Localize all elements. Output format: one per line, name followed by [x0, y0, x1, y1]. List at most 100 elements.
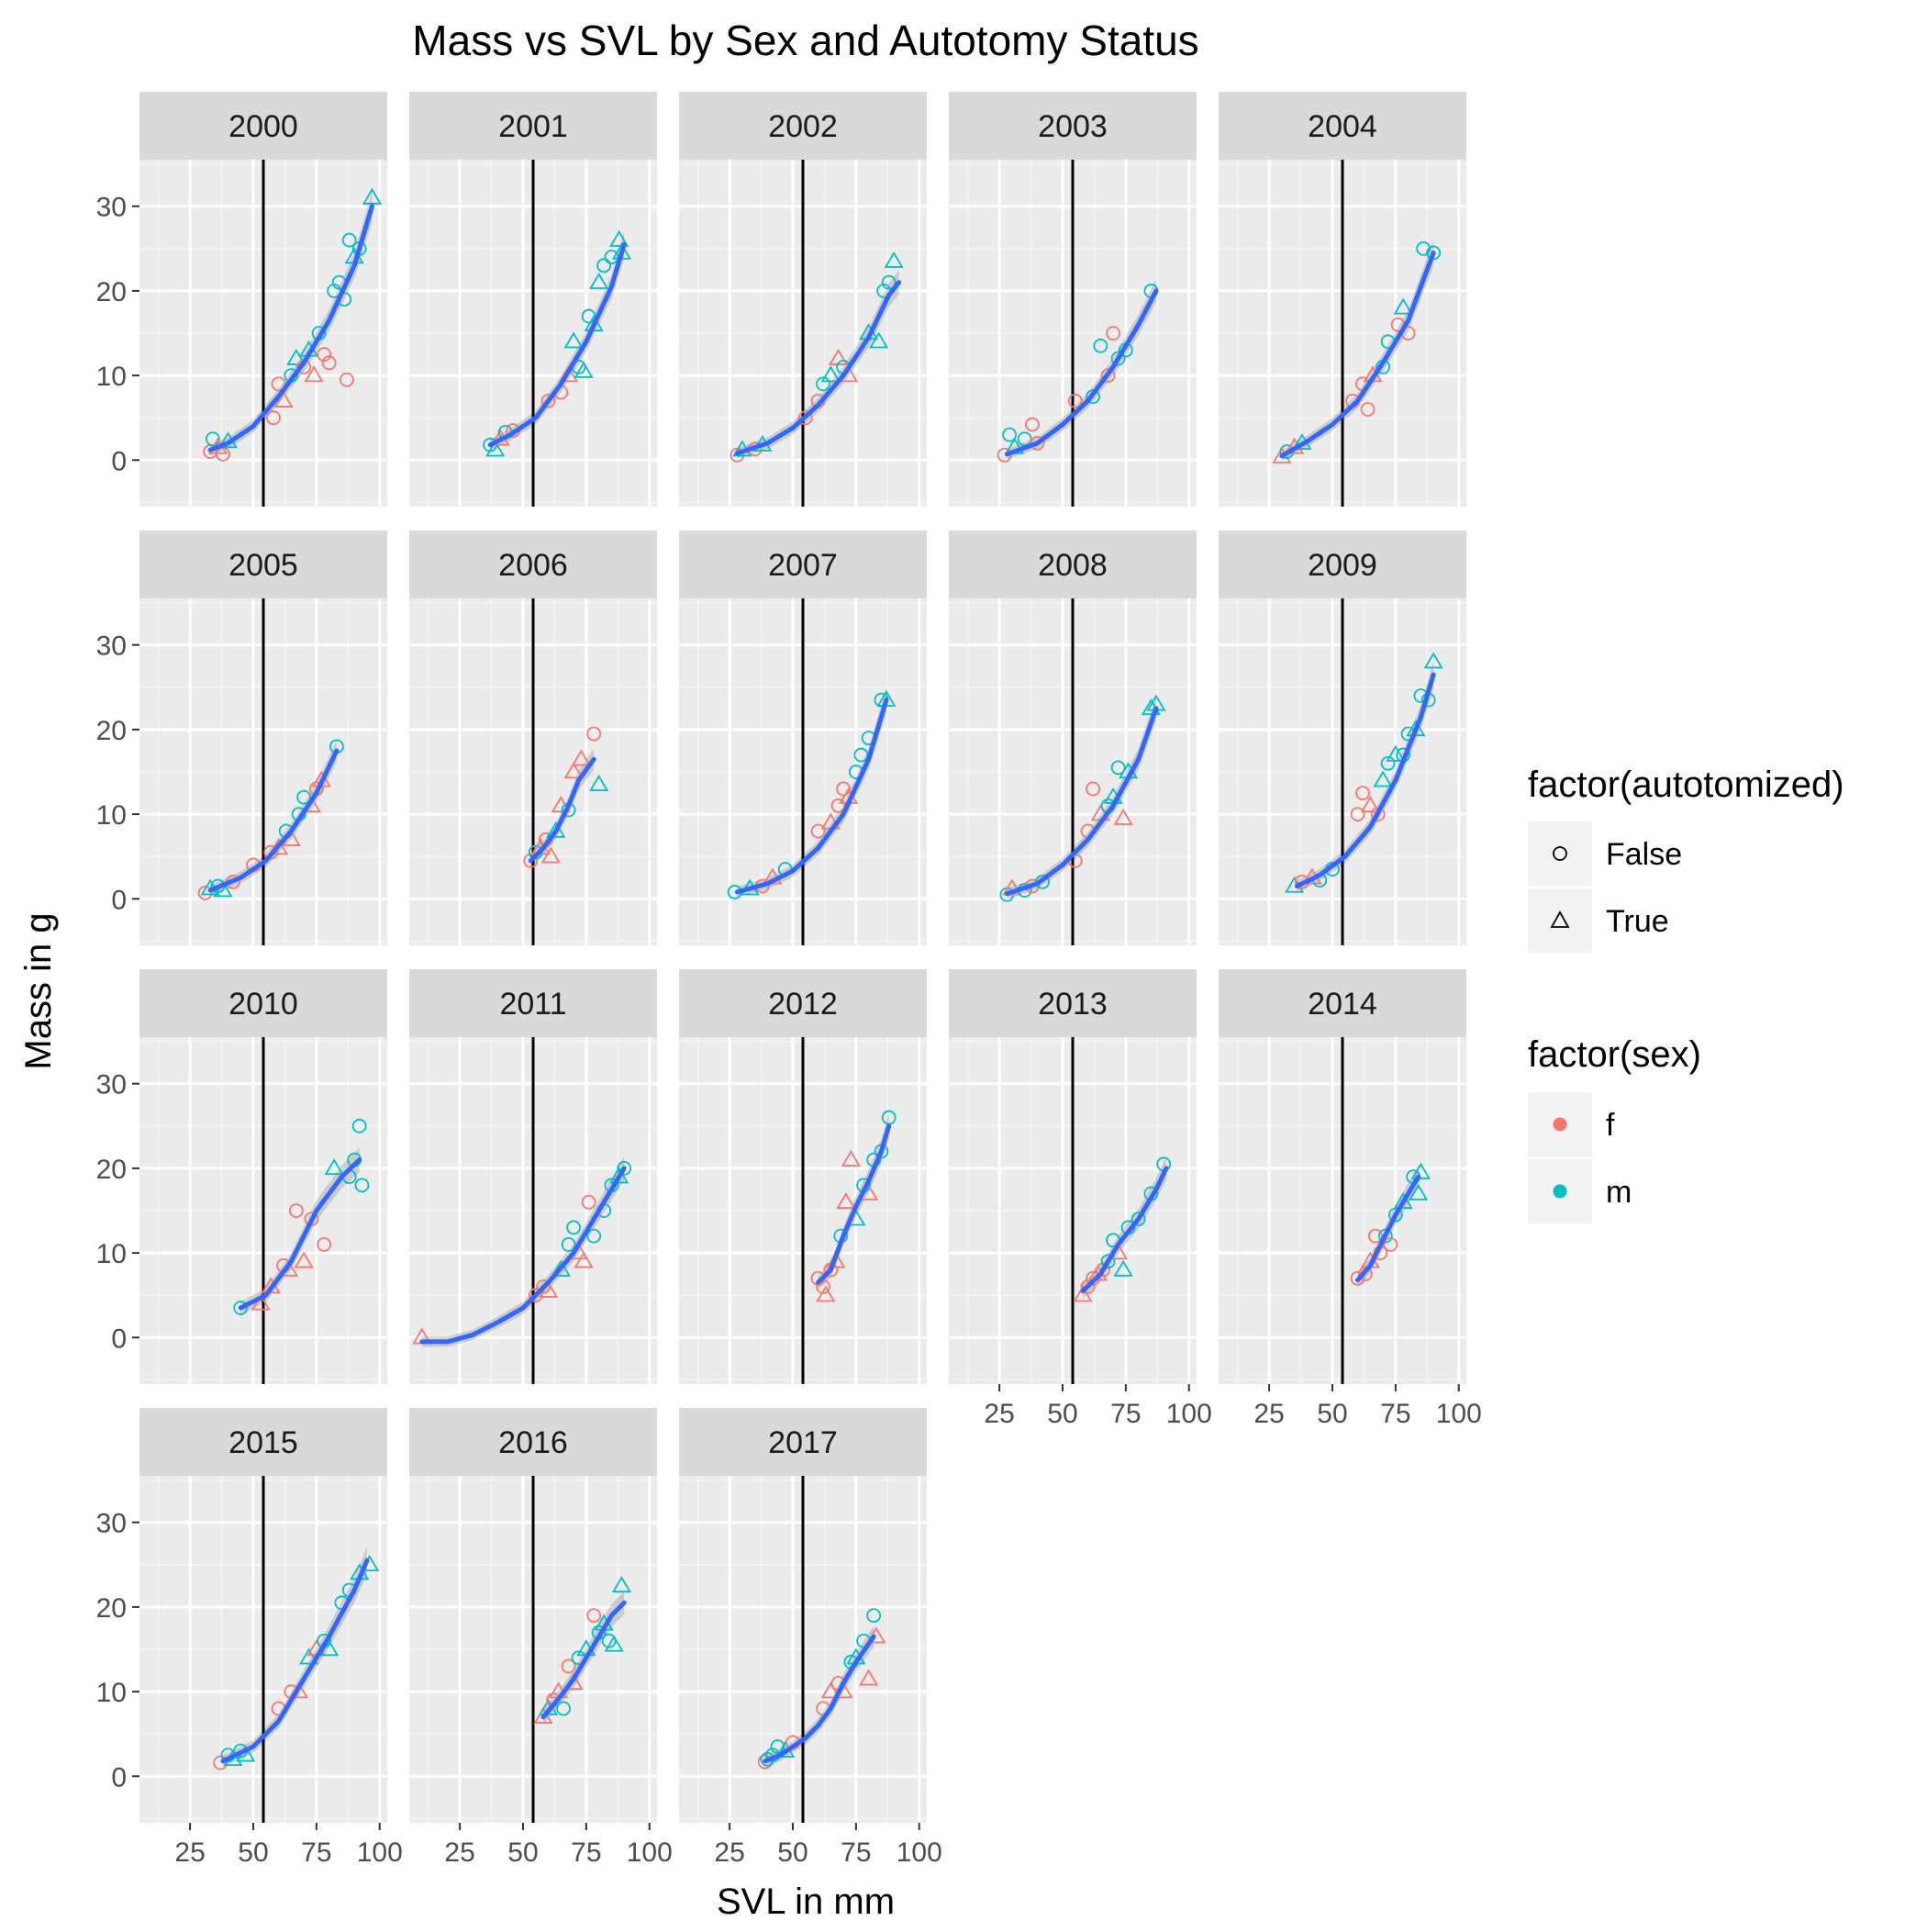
- data-point-circle: [866, 1608, 882, 1624]
- data-point-circle: [341, 232, 357, 248]
- data-point-triangle: [319, 1639, 340, 1657]
- data-point-circle: [296, 789, 311, 805]
- data-point-circle: [351, 1118, 367, 1134]
- data-point-triangle: [1409, 1183, 1429, 1201]
- facet-strip-label: 2017: [768, 1425, 838, 1460]
- legend-label-m: m: [1606, 1175, 1632, 1210]
- x-tick-label: 100: [357, 1837, 403, 1868]
- x-tick-label: 25: [1253, 1399, 1284, 1429]
- data-point-circle: [1367, 1228, 1383, 1244]
- data-point-circle: [317, 1236, 332, 1252]
- x-tick-label: 50: [777, 1837, 808, 1868]
- x-tick-label: 75: [571, 1837, 601, 1868]
- x-tick-label: 75: [301, 1837, 331, 1868]
- data-point-triangle: [609, 229, 629, 247]
- facet-panel-2002: 2002: [679, 92, 927, 507]
- facet-strip: [139, 969, 387, 1037]
- x-tick-label: 100: [627, 1837, 673, 1868]
- data-point-circle: [536, 1279, 551, 1294]
- y-axis-label: Mass in g: [18, 912, 59, 1069]
- data-point-circle: [340, 372, 354, 387]
- data-point-circle: [797, 410, 813, 426]
- data-point-triangle: [816, 1285, 836, 1302]
- smooth-fit-line: [220, 1558, 370, 1764]
- y-tick-label: 0: [111, 446, 127, 476]
- facet-strip-label: 2016: [498, 1425, 568, 1460]
- legend-title-sex: factor(sex): [1528, 1034, 1701, 1075]
- data-point-circle: [561, 1658, 576, 1674]
- facet-panel-2007: 2007: [679, 530, 927, 945]
- facet-strip: [1219, 969, 1466, 1037]
- x-tick-label: 75: [1380, 1399, 1410, 1429]
- facet-strip: [679, 969, 927, 1037]
- data-point-circle: [1355, 786, 1370, 800]
- data-point-triangle: [324, 1158, 344, 1176]
- data-point-circle: [528, 1288, 543, 1303]
- data-point-circle: [556, 1701, 571, 1716]
- facet-panel-2017: 2017 25 50 75 100: [679, 1408, 942, 1868]
- facet-strip-label: 2003: [1038, 109, 1108, 144]
- data-point-circle: [321, 355, 337, 371]
- facet-strip: [409, 969, 657, 1037]
- y-tick-label: 20: [96, 1593, 127, 1624]
- facet-strip-label: 2014: [1308, 987, 1377, 1022]
- data-point-triangle: [859, 1669, 879, 1686]
- facet-strip-label: 2007: [768, 548, 838, 583]
- data-point-triangle: [546, 821, 566, 838]
- data-point-circle: [317, 347, 332, 362]
- legend-dot-f: [1553, 1117, 1567, 1132]
- data-point-circle: [1110, 351, 1126, 366]
- data-point-circle: [881, 274, 897, 290]
- facet-panel-2006: 2006: [409, 530, 657, 945]
- facet-panel-2000: 2000 0 10 20 30: [96, 92, 387, 507]
- data-point-triangle: [820, 1681, 841, 1699]
- data-point-circle: [561, 1236, 576, 1252]
- y-tick-label: 30: [96, 1509, 127, 1539]
- data-point-triangle: [589, 272, 609, 289]
- y-tick-label: 20: [96, 1155, 127, 1185]
- data-point-triangle: [273, 390, 294, 408]
- facet-panel-2013: 2013 25 50 75 100: [949, 969, 1212, 1429]
- data-point-triangle: [574, 361, 594, 378]
- facet-panel-2001: 2001: [409, 92, 657, 507]
- x-tick-label: 100: [1436, 1399, 1482, 1429]
- data-point-circle: [836, 781, 851, 797]
- facet-panel-2008: 2008: [949, 530, 1197, 945]
- x-tick-label: 100: [897, 1837, 942, 1868]
- data-point-circle: [617, 1161, 632, 1176]
- y-tick-label: 10: [96, 1678, 127, 1708]
- data-point-circle: [581, 1194, 596, 1210]
- data-point-triangle: [1113, 808, 1133, 825]
- confidence-band: [210, 739, 337, 896]
- data-point-triangle: [571, 749, 591, 766]
- data-point-triangle: [841, 1149, 861, 1167]
- facet-panel-2003: 2003: [949, 92, 1197, 507]
- data-point-circle: [1080, 1279, 1096, 1294]
- data-point-circle: [1360, 402, 1376, 417]
- facet-strip-label: 2005: [228, 548, 298, 583]
- y-tick-label: 10: [96, 1239, 127, 1269]
- facet-strip: [139, 530, 387, 598]
- data-point-circle: [1106, 326, 1120, 341]
- legend-label-f: f: [1606, 1108, 1615, 1143]
- smooth-fit-line: [528, 756, 596, 864]
- data-point-triangle: [304, 365, 324, 383]
- facet-strip: [1219, 530, 1466, 598]
- smooth-fit-line: [540, 1600, 627, 1720]
- data-point-triangle: [563, 331, 584, 349]
- data-point-circle: [1131, 1212, 1146, 1227]
- legend-circle-symbol: [1553, 846, 1567, 861]
- facet-strip-label: 2012: [768, 987, 838, 1022]
- data-point-circle: [1067, 393, 1083, 408]
- data-point-triangle: [286, 348, 306, 365]
- legend: factor(autotomized) False True factor(sex) f…: [1528, 765, 1844, 1223]
- facet-strip-label: 2000: [228, 109, 298, 144]
- facet-strip: [139, 92, 387, 160]
- facet-strip: [949, 530, 1197, 598]
- data-point-circle: [263, 844, 279, 860]
- data-point-triangle: [251, 1293, 271, 1311]
- legend-label-false: False: [1606, 837, 1682, 872]
- data-point-circle: [770, 1739, 785, 1754]
